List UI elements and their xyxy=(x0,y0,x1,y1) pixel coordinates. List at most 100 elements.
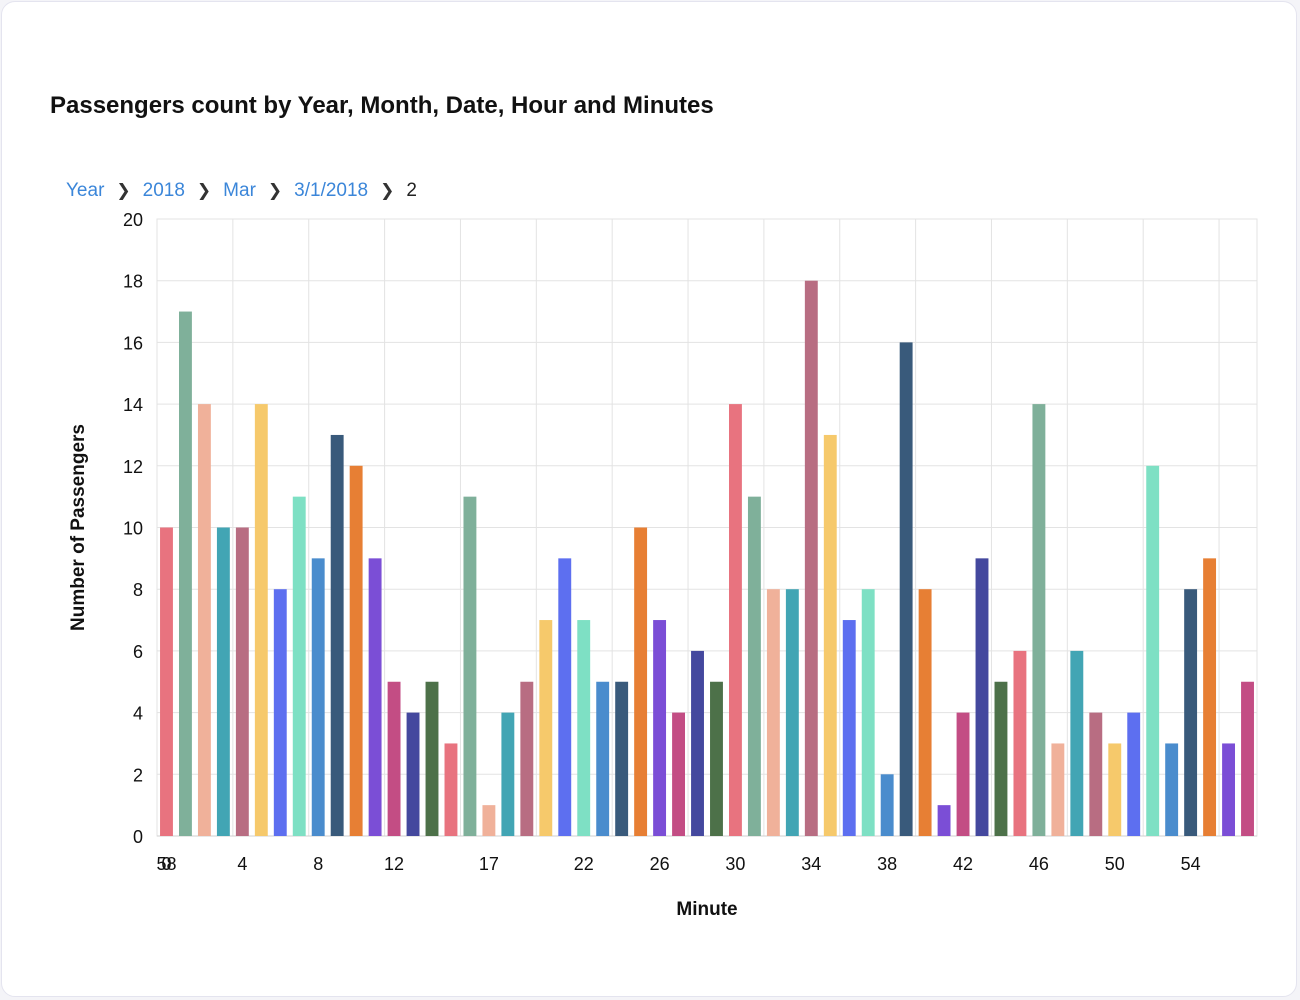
bar[interactable] xyxy=(766,589,780,836)
bar[interactable] xyxy=(823,434,837,836)
bar[interactable] xyxy=(558,558,572,836)
bar[interactable] xyxy=(710,681,723,836)
y-tick-label: 16 xyxy=(123,333,143,353)
y-tick-label: 8 xyxy=(133,580,143,600)
bar[interactable] xyxy=(918,589,932,836)
bars xyxy=(160,280,1254,837)
x-tick-label: 22 xyxy=(574,854,594,874)
y-tick-label: 20 xyxy=(123,210,143,230)
bar[interactable] xyxy=(368,558,382,836)
x-tick-label: 17 xyxy=(479,854,499,874)
bar[interactable] xyxy=(330,434,344,836)
bar[interactable] xyxy=(197,404,211,836)
bar[interactable] xyxy=(311,558,325,836)
bar[interactable] xyxy=(520,681,534,836)
bar[interactable] xyxy=(1241,681,1254,836)
x-tick-label: 58 xyxy=(156,854,176,874)
y-tick-label: 6 xyxy=(133,642,143,662)
bar[interactable] xyxy=(1127,712,1141,836)
bar[interactable] xyxy=(1070,650,1084,836)
bar[interactable] xyxy=(1108,743,1122,836)
bar[interactable] xyxy=(880,774,894,836)
y-axis-title: Number of Passengers xyxy=(68,424,89,631)
x-tick-label: 54 xyxy=(1181,854,1201,874)
bar[interactable] xyxy=(539,620,553,836)
x-tick-label: 12 xyxy=(384,854,404,874)
drilldown-breadcrumb: Year ❯ 2018 ❯ Mar ❯ 3/1/2018 ❯ 2 xyxy=(66,180,417,202)
bar[interactable] xyxy=(425,681,439,836)
breadcrumb-date[interactable]: 3/1/2018 xyxy=(294,180,369,201)
bar[interactable] xyxy=(1203,558,1217,836)
x-tick-label: 30 xyxy=(725,854,745,874)
bar[interactable] xyxy=(292,496,306,836)
bar[interactable] xyxy=(254,404,268,836)
y-axis-ticks: 0 2 4 6 8 10 12 14 16 18 20 xyxy=(123,210,143,847)
bar[interactable] xyxy=(842,620,856,836)
x-tick-label: 50 xyxy=(1105,854,1125,874)
x-axis-ticks: 0 4 8 12 17 22 26 30 34 38 42 46 50 54 58 xyxy=(156,854,1200,874)
x-tick-label: 38 xyxy=(877,854,897,874)
breadcrumb-current-hour: 2 xyxy=(406,180,417,201)
bar[interactable] xyxy=(463,496,477,836)
bar[interactable] xyxy=(899,342,913,836)
x-tick-label: 8 xyxy=(313,854,323,874)
bar[interactable] xyxy=(160,527,173,837)
bar[interactable] xyxy=(1013,650,1027,836)
chevron-right-icon: ❯ xyxy=(267,181,283,200)
bar[interactable] xyxy=(349,465,363,836)
bar[interactable] xyxy=(615,681,629,836)
x-tick-label: 42 xyxy=(953,854,973,874)
bar[interactable] xyxy=(1184,589,1198,836)
bar[interactable] xyxy=(994,681,1008,836)
bar[interactable] xyxy=(937,805,951,836)
breadcrumb-2018[interactable]: 2018 xyxy=(142,180,185,201)
bar[interactable] xyxy=(975,558,989,836)
bar[interactable] xyxy=(634,527,648,837)
bar[interactable] xyxy=(729,404,742,836)
bar[interactable] xyxy=(444,743,458,836)
bar[interactable] xyxy=(216,527,230,837)
y-tick-label: 12 xyxy=(123,457,143,477)
bar[interactable] xyxy=(1165,743,1179,836)
y-tick-label: 14 xyxy=(123,395,143,415)
bar[interactable] xyxy=(653,620,667,836)
bar[interactable] xyxy=(387,681,401,836)
bar[interactable] xyxy=(501,712,515,836)
y-tick-label: 4 xyxy=(133,704,143,724)
chart-title: Passengers count by Year, Month, Date, H… xyxy=(50,92,714,119)
breadcrumb-year[interactable]: Year xyxy=(66,180,105,201)
bar[interactable] xyxy=(747,496,761,836)
bar[interactable] xyxy=(1089,712,1103,836)
y-tick-label: 10 xyxy=(123,519,143,539)
bar[interactable] xyxy=(1222,743,1235,836)
breadcrumb-mar[interactable]: Mar xyxy=(223,180,256,201)
bar[interactable] xyxy=(672,712,685,836)
bar[interactable] xyxy=(482,805,496,836)
bar[interactable] xyxy=(956,712,970,836)
y-tick-label: 2 xyxy=(133,765,143,785)
x-tick-label: 4 xyxy=(237,854,247,874)
bar[interactable] xyxy=(179,311,192,836)
bar[interactable] xyxy=(1032,404,1046,836)
x-tick-label: 46 xyxy=(1029,854,1049,874)
y-tick-label: 18 xyxy=(123,272,143,292)
chevron-right-icon: ❯ xyxy=(196,181,212,200)
bar[interactable] xyxy=(577,620,591,836)
bar[interactable] xyxy=(1146,465,1160,836)
chevron-right-icon: ❯ xyxy=(380,181,395,200)
bar[interactable] xyxy=(785,589,799,836)
x-axis-title: Minute xyxy=(676,899,737,920)
bar[interactable] xyxy=(861,589,875,836)
x-tick-label: 34 xyxy=(801,854,821,874)
bar[interactable] xyxy=(691,650,704,836)
bar[interactable] xyxy=(596,681,610,836)
bar[interactable] xyxy=(804,280,818,836)
bar[interactable] xyxy=(406,712,420,836)
bar[interactable] xyxy=(235,527,249,837)
bar[interactable] xyxy=(273,589,287,836)
x-tick-label: 26 xyxy=(650,854,670,874)
y-tick-label: 0 xyxy=(133,827,143,847)
bar[interactable] xyxy=(1051,743,1065,836)
